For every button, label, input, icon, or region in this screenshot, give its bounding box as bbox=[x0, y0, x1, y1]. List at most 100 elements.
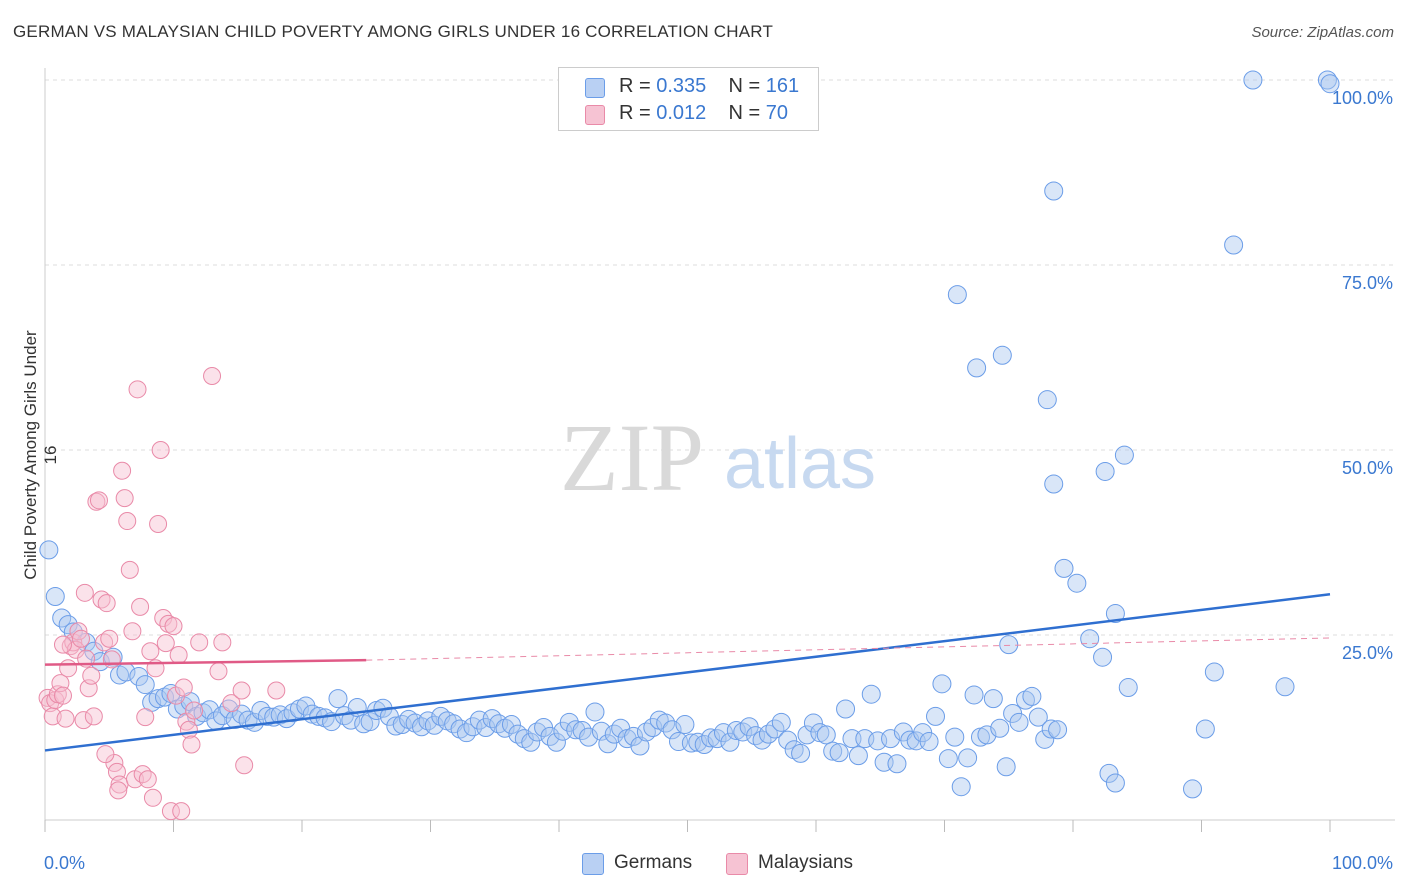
point-malaysians bbox=[118, 512, 137, 531]
point-germans bbox=[341, 710, 361, 730]
point-germans bbox=[803, 713, 823, 733]
point-malaysians bbox=[164, 617, 183, 636]
point-germans bbox=[733, 722, 753, 742]
point-germans bbox=[1028, 707, 1048, 727]
bottom-legend-swatch-malaysians bbox=[726, 853, 748, 875]
point-malaysians bbox=[128, 380, 147, 399]
point-germans bbox=[1044, 181, 1064, 201]
point-germans bbox=[1118, 678, 1138, 698]
point-malaysians bbox=[213, 633, 232, 652]
point-malaysians bbox=[92, 590, 111, 609]
point-germans bbox=[1195, 719, 1215, 739]
point-germans bbox=[1183, 779, 1203, 799]
point-germans bbox=[726, 720, 746, 740]
point-germans bbox=[1048, 720, 1068, 740]
point-malaysians bbox=[95, 633, 114, 652]
point-germans bbox=[199, 700, 219, 720]
point-germans bbox=[829, 743, 849, 763]
legend-swatch-malaysians bbox=[585, 105, 605, 125]
point-malaysians bbox=[136, 708, 155, 727]
trendline-germans bbox=[44, 593, 1331, 752]
point-malaysians bbox=[82, 666, 101, 685]
point-malaysians bbox=[113, 461, 132, 480]
point-germans bbox=[945, 727, 965, 747]
point-germans bbox=[39, 540, 59, 560]
point-malaysians bbox=[102, 650, 121, 669]
point-germans bbox=[1015, 690, 1035, 710]
point-malaysians bbox=[172, 802, 191, 821]
point-germans bbox=[643, 718, 663, 737]
point-germans bbox=[1105, 604, 1125, 624]
point-germans bbox=[887, 754, 907, 774]
bottom-legend-label-germans: Germans bbox=[614, 852, 693, 873]
point-germans bbox=[591, 721, 611, 741]
point-malaysians bbox=[151, 441, 170, 459]
point-germans bbox=[990, 718, 1010, 738]
point-germans bbox=[720, 732, 740, 752]
point-malaysians bbox=[69, 622, 88, 641]
point-germans bbox=[784, 740, 804, 760]
point-malaysians bbox=[209, 662, 228, 681]
point-malaysians bbox=[96, 745, 115, 764]
point-malaysians bbox=[190, 633, 209, 652]
legend-r-label: R = bbox=[619, 102, 651, 124]
point-germans bbox=[1204, 662, 1224, 682]
trendline-malaysians-extension bbox=[366, 637, 1331, 661]
point-malaysians bbox=[74, 711, 93, 730]
point-germans bbox=[967, 358, 987, 378]
point-germans bbox=[996, 757, 1016, 777]
legend-n-label: N = bbox=[728, 102, 761, 124]
trendline-malaysians bbox=[44, 658, 367, 666]
point-germans bbox=[1114, 445, 1134, 465]
point-malaysians bbox=[161, 802, 180, 821]
point-malaysians bbox=[59, 659, 78, 678]
y-tick-label: 25.0% bbox=[1342, 643, 1393, 663]
point-germans bbox=[585, 702, 605, 722]
point-malaysians bbox=[149, 515, 168, 533]
legend-n-label: N = bbox=[728, 75, 761, 97]
point-malaysians bbox=[138, 770, 157, 789]
point-germans bbox=[919, 732, 939, 752]
point-germans bbox=[1022, 686, 1042, 706]
legend: R = 0.335 N = 161 R = 0.012 N = 70 bbox=[558, 67, 819, 131]
point-malaysians bbox=[143, 788, 162, 807]
point-germans bbox=[848, 746, 868, 766]
x-tick-label: 100.0% bbox=[1332, 853, 1393, 873]
point-malaysians bbox=[75, 583, 94, 602]
point-germans bbox=[1317, 70, 1337, 90]
watermark-zip: ZIP bbox=[560, 404, 704, 511]
point-germans bbox=[1105, 773, 1125, 793]
point-germans bbox=[836, 699, 856, 719]
point-germans bbox=[701, 728, 721, 748]
point-malaysians bbox=[179, 720, 198, 739]
point-malaysians bbox=[169, 645, 188, 664]
legend-n-value-malaysians: 70 bbox=[765, 102, 789, 124]
point-germans bbox=[244, 712, 264, 732]
point-malaysians bbox=[131, 597, 150, 616]
point-germans bbox=[992, 345, 1012, 365]
point-germans bbox=[1243, 70, 1263, 90]
point-malaysians bbox=[222, 694, 241, 713]
point-malaysians bbox=[97, 594, 116, 613]
legend-swatch-germans bbox=[585, 78, 605, 98]
point-germans bbox=[1099, 763, 1119, 783]
point-germans bbox=[482, 709, 502, 729]
y-axis-label: Child Poverty Among Girls Under 16 bbox=[21, 330, 60, 580]
point-malaysians bbox=[232, 681, 251, 700]
point-germans bbox=[964, 685, 984, 705]
point-malaysians bbox=[53, 635, 72, 654]
point-malaysians bbox=[123, 622, 142, 641]
point-germans bbox=[1035, 729, 1055, 749]
legend-r-value-malaysians: 0.012 bbox=[656, 102, 707, 124]
point-malaysians bbox=[235, 756, 254, 775]
point-germans bbox=[45, 587, 65, 607]
point-germans bbox=[1320, 74, 1340, 94]
point-germans bbox=[675, 715, 695, 735]
point-germans bbox=[662, 720, 682, 740]
chart-title: GERMAN VS MALAYSIAN CHILD POVERTY AMONG … bbox=[13, 22, 774, 41]
point-germans bbox=[495, 718, 515, 738]
point-germans bbox=[947, 285, 967, 305]
point-germans bbox=[958, 748, 978, 768]
point-malaysians bbox=[174, 678, 193, 697]
